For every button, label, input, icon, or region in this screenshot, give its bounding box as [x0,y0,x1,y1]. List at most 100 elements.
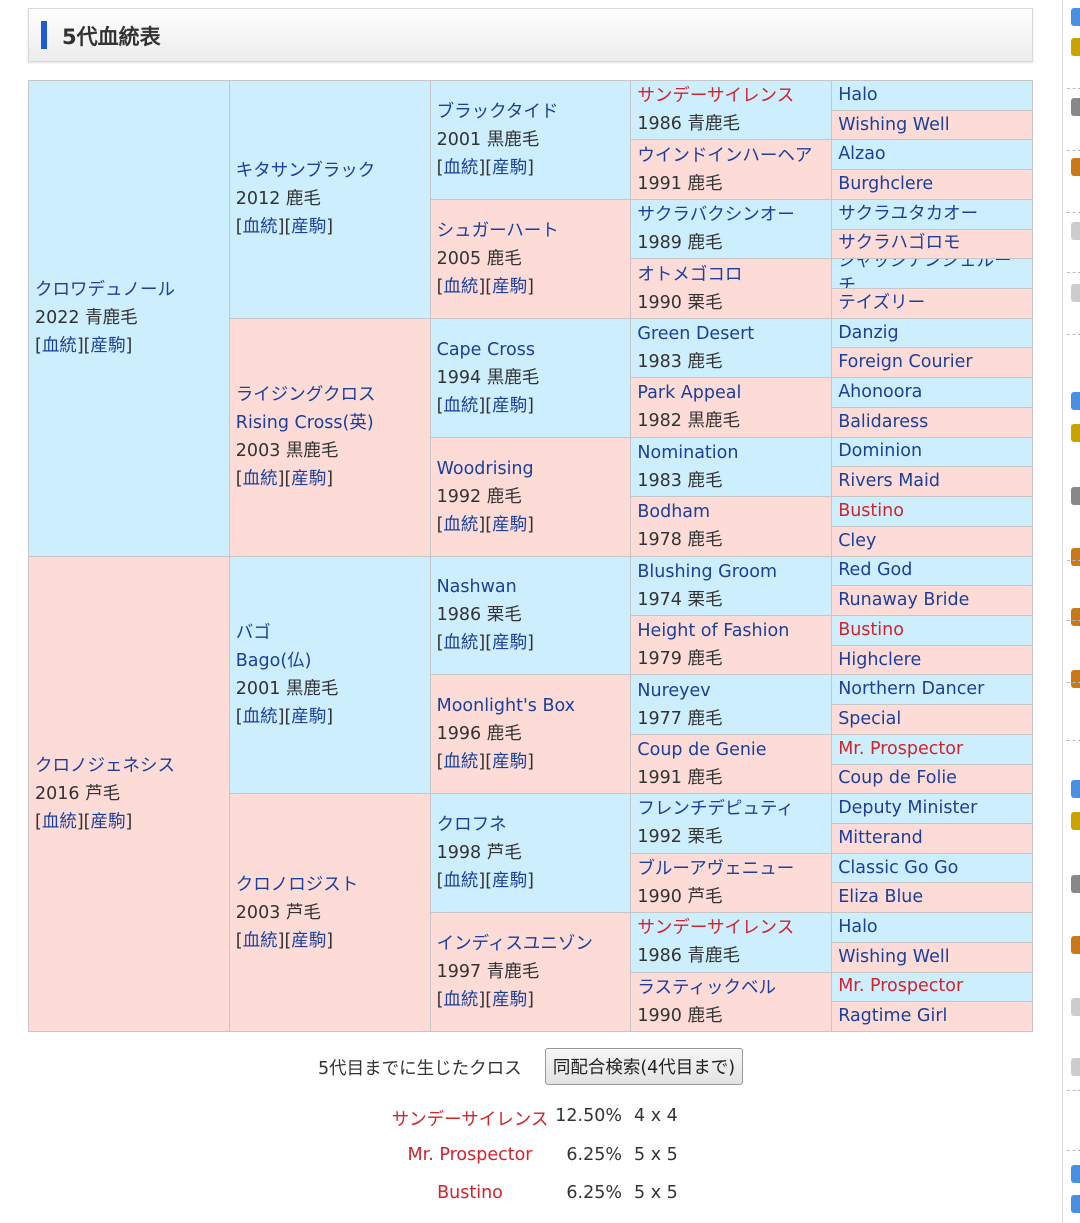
horse-name-link[interactable]: Foreign Courier [838,352,973,373]
horse-name-link[interactable]: Mitterand [838,827,923,848]
divider [1067,1150,1080,1151]
horse-name-link[interactable]: Rivers Maid [838,471,941,492]
horse-name-link[interactable]: クロフネ [436,815,507,836]
pedigree-link[interactable]: 血統 [443,752,479,773]
offspring-link[interactable]: 産駒 [492,871,528,892]
horse-name-link[interactable]: Ahonoora [838,382,923,403]
pedigree-link[interactable]: 血統 [41,336,77,357]
horse-name-link[interactable]: ラスティックベル [637,977,776,998]
horse-name-link[interactable]: Deputy Minister [838,798,978,819]
horse-name-link[interactable]: サクラユタカオー [838,203,979,224]
horse-name-link[interactable]: Bodham [637,502,711,523]
cross-horse-link[interactable]: サンデーサイレンス [391,1110,549,1130]
horse-name-link[interactable]: Moonlight's Box [436,696,576,717]
horse-name-link[interactable]: ライジングクロス [235,385,376,406]
pedigree-link[interactable]: 血統 [443,514,479,535]
horse-name-link[interactable]: Eliza Blue [838,887,924,908]
cross-horse-link[interactable]: Mr. Prospector [407,1145,533,1165]
offspring-link[interactable]: 産駒 [492,633,528,654]
horse-name-link[interactable]: フレンチデピュティ [637,799,794,820]
horse-name-link[interactable]: ブルーアヴェニュー [637,858,795,879]
offspring-link[interactable]: 産駒 [492,157,528,178]
offspring-link[interactable]: 産駒 [90,336,126,357]
horse-name-link[interactable]: ウインドインハーヘア [637,145,813,166]
horse-name-link[interactable]: Bustino [838,500,904,521]
horse-name-link[interactable]: Ragtime Girl [838,1006,948,1027]
horse-name-link[interactable]: クロノロジスト [235,874,359,895]
horse-name-link[interactable]: Dominion [838,441,923,462]
offspring-link[interactable]: 産駒 [291,930,327,951]
cross-horse-link[interactable]: Bustino [437,1183,503,1203]
horse-name-link[interactable]: Halo [838,916,878,937]
offspring-link[interactable]: 産駒 [291,217,327,238]
horse-name-link[interactable]: Mr. Prospector [838,738,964,759]
horse-name-link[interactable]: クロノジェネシス [35,755,175,776]
offspring-link[interactable]: 産駒 [291,469,327,490]
offspring-link[interactable]: 産駒 [492,395,528,416]
horse-name-link[interactable]: Nashwan [436,577,517,598]
horse-name-link[interactable]: Coup de Folie [838,768,957,789]
pedigree-link[interactable]: 血統 [242,217,278,238]
horse-name-link[interactable]: Wishing Well [838,946,950,967]
horse-name-link[interactable]: Park Appeal [637,383,742,404]
pedigree-link[interactable]: 血統 [443,157,479,178]
offspring-link[interactable]: 産駒 [90,811,126,832]
horse-name-link[interactable]: Classic Go Go [838,857,959,878]
horse-name-link[interactable]: Special [838,708,902,729]
horse-name-link[interactable]: サクラハゴロモ [838,233,961,254]
horse-name-link[interactable]: Burghclere [838,174,934,195]
horse-name-link[interactable]: テイズリー [838,292,926,313]
offspring-link[interactable]: 産駒 [291,706,327,727]
horse-name-link[interactable]: Red God [838,560,913,581]
horse-foreign-name-link[interactable]: Bago(仏) [235,650,312,671]
horse-name-link[interactable]: Green Desert [637,323,755,344]
horse-name-link[interactable]: Wishing Well [838,114,950,135]
horse-name-link[interactable]: クロワデュノール [35,280,175,301]
horse-name-link[interactable]: Nomination [637,442,739,463]
pedigree-link[interactable]: 血統 [443,633,479,654]
horse-name-link[interactable]: Halo [838,84,878,105]
horse-name-link[interactable]: インディスユニゾン [436,934,593,955]
pedigree-link[interactable]: 血統 [443,990,479,1011]
horse-name-link[interactable]: Blushing Groom [637,561,778,582]
pedigree-link[interactable]: 血統 [443,276,479,297]
horse-foreign-name-link[interactable]: Rising Cross(英) [235,413,374,434]
horse-name-link[interactable]: サンデーサイレンス [637,918,795,939]
pedigree-link[interactable]: 血統 [242,930,278,951]
horse-name-link[interactable]: Danzig [838,322,899,343]
horse-name-link[interactable]: Runaway Bride [838,590,970,611]
horse-name-link[interactable]: Balidaress [838,411,929,432]
offspring-link[interactable]: 産駒 [492,752,528,773]
horse-name-link[interactable]: Nureyev [637,680,711,701]
offspring-link[interactable]: 産駒 [492,514,528,535]
pedigree-link[interactable]: 血統 [41,811,77,832]
horse-name-link[interactable]: オトメゴコロ [637,264,743,285]
horse-name-link[interactable]: Height of Fashion [637,621,790,642]
coat-color: 芦毛 [85,783,121,804]
pedigree-link[interactable]: 血統 [443,395,479,416]
horse-name-link[interactable]: キタサンブラック [235,161,376,182]
horse-name-link[interactable]: ブラックタイド [436,101,559,122]
horse-name-link[interactable]: サンデーサイレンス [637,86,795,107]
birth-year: 1996 [436,724,482,745]
horse-name-link[interactable]: Mr. Prospector [838,976,964,997]
horse-name-link[interactable]: Alzao [838,144,886,165]
pedigree-link[interactable]: 血統 [443,871,479,892]
horse-name-link[interactable]: サクラバクシンオー [637,205,795,226]
horse-name-link[interactable]: Coup de Genie [637,740,767,761]
horse-name-link[interactable]: Highclere [838,649,922,670]
pedigree-cell-gen2: キタサンブラック 2012 鹿毛 [血統][産駒] [229,81,430,318]
offspring-link[interactable]: 産駒 [492,990,528,1011]
horse-name-link[interactable]: Northern Dancer [838,679,985,700]
horse-name-link[interactable]: Cley [838,530,877,551]
same-mating-search-button[interactable]: 同配合検索(4代目まで) [545,1048,743,1085]
pedigree-link[interactable]: 血統 [242,469,278,490]
horse-name-link[interactable]: シュガーハート [436,220,559,241]
pedigree-link[interactable]: 血統 [242,706,278,727]
horse-name-link[interactable]: ジャッジアンジェルーチ [838,259,1012,289]
horse-name-link[interactable]: Cape Cross [436,339,535,360]
horse-name-link[interactable]: Woodrising [436,458,534,479]
horse-name-link[interactable]: バゴ [235,622,271,643]
horse-name-link[interactable]: Bustino [838,619,904,640]
offspring-link[interactable]: 産駒 [492,276,528,297]
